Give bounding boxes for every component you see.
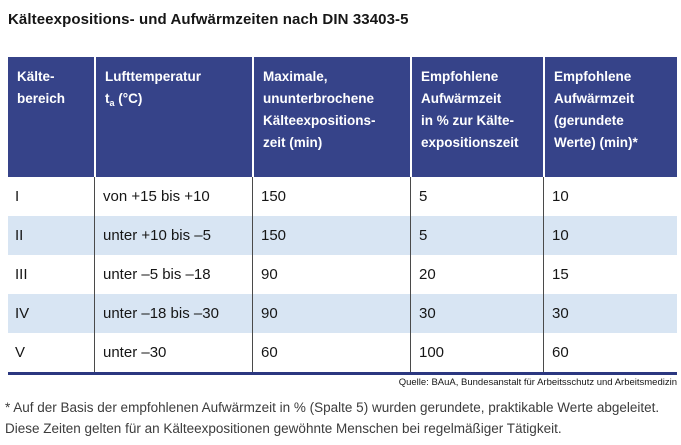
- cell-aufwaermzeit-prozent: 30: [410, 294, 543, 333]
- footnote-line: * Auf der Basis der empfohlenen Aufwärmz…: [5, 400, 660, 415]
- table-row: I von +15 bis +10 150 5 10: [8, 177, 677, 216]
- temp-unit: (°C): [114, 91, 143, 106]
- cell-kaeltebereich: I: [15, 188, 20, 205]
- header-line: zeit (min): [263, 135, 323, 150]
- header-lufttemperatur: Lufttemperatur ta (°C): [94, 57, 252, 177]
- cell-aufwaermzeit-prozent: 5: [410, 177, 543, 216]
- header-line: Aufwärmzeit: [554, 91, 635, 106]
- header-line: Kälte-: [17, 69, 55, 84]
- cell-max-zeit: 150: [252, 216, 410, 255]
- cell-max-zeit: 60: [252, 333, 410, 372]
- temp-symbol: t: [105, 91, 110, 106]
- cold-exposure-table: Kälte- bereich Lufttemperatur ta (°C) Ma…: [8, 57, 677, 375]
- cell-max-zeit: 150: [252, 177, 410, 216]
- cell-max-zeit: 90: [252, 294, 410, 333]
- header-line: Empfohlene: [554, 69, 632, 84]
- cell-aufwaermzeit-min: 10: [543, 216, 677, 255]
- cell-lufttemperatur: von +15 bis +10: [94, 177, 252, 216]
- cell-kaeltebereich: II: [15, 227, 24, 244]
- table-row: II unter +10 bis –5 150 5 10: [8, 216, 677, 255]
- cell-kaeltebereich: III: [15, 266, 28, 283]
- table-row: III unter –5 bis –18 90 20 15: [8, 255, 677, 294]
- page-title: Kälteexpositions- und Aufwärmzeiten nach…: [8, 11, 409, 28]
- cell-kaeltebereich: V: [15, 344, 26, 361]
- cell-aufwaermzeit-prozent: 100: [410, 333, 543, 372]
- header-line: bereich: [17, 91, 66, 106]
- header-line: expositionszeit: [421, 135, 519, 150]
- table-row: V unter –30 60 100 60: [8, 333, 677, 372]
- header-max-expositionszeit: Maximale, ununterbrochene Kälteexpositio…: [252, 57, 410, 177]
- header-line: Lufttemperatur: [105, 69, 202, 84]
- cell-max-zeit: 90: [252, 255, 410, 294]
- header-line: Werte) (min)*: [554, 135, 638, 150]
- source-credit: Quelle: BAuA, Bundesanstalt für Arbeitss…: [398, 377, 677, 388]
- header-line: Maximale,: [263, 69, 328, 84]
- temp-subscript: a: [109, 98, 115, 108]
- header-line: (gerundete: [554, 113, 624, 128]
- header-line: in % zur Kälte-: [421, 113, 515, 128]
- header-line: Kälteexpositions-: [263, 113, 376, 128]
- header-line: Empfohlene: [421, 69, 499, 84]
- cell-kaeltebereich: IV: [15, 305, 30, 322]
- cell-lufttemperatur: unter –5 bis –18: [94, 255, 252, 294]
- cell-lufttemperatur: unter –30: [94, 333, 252, 372]
- footnote-block: * Auf der Basis der empfohlenen Aufwärmz…: [5, 397, 677, 439]
- cell-aufwaermzeit-min: 30: [543, 294, 677, 333]
- header-line: ununterbrochene: [263, 91, 375, 106]
- header-aufwaermzeit-min: Empfohlene Aufwärmzeit (gerundete Werte)…: [543, 57, 677, 177]
- cell-aufwaermzeit-min: 15: [543, 255, 677, 294]
- cell-aufwaermzeit-prozent: 5: [410, 216, 543, 255]
- cell-aufwaermzeit-min: 60: [543, 333, 677, 372]
- cell-aufwaermzeit-prozent: 20: [410, 255, 543, 294]
- cell-lufttemperatur: unter +10 bis –5: [94, 216, 252, 255]
- cell-lufttemperatur: unter –18 bis –30: [94, 294, 252, 333]
- header-line-formula: ta (°C): [105, 88, 246, 110]
- table-header-row: Kälte- bereich Lufttemperatur ta (°C) Ma…: [8, 57, 677, 177]
- footnote-line: Diese Zeiten gelten für an Kälteexpositi…: [5, 421, 562, 436]
- header-kaeltebereich: Kälte- bereich: [8, 57, 94, 177]
- cell-aufwaermzeit-min: 10: [543, 177, 677, 216]
- table-row: IV unter –18 bis –30 90 30 30: [8, 294, 677, 333]
- header-line: Aufwärmzeit: [421, 91, 502, 106]
- header-aufwaermzeit-prozent: Empfohlene Aufwärmzeit in % zur Kälte- e…: [410, 57, 543, 177]
